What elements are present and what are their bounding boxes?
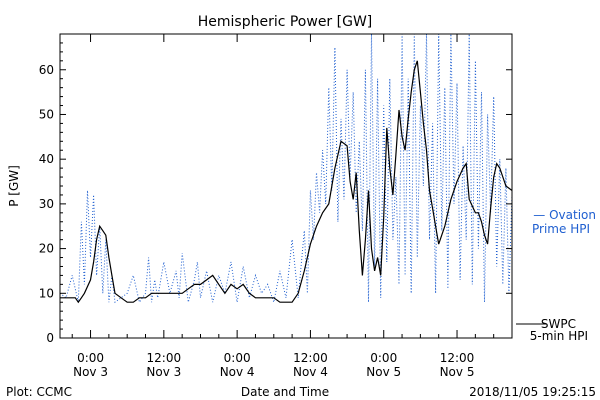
x-tick-date-label: Nov 4 xyxy=(293,365,328,379)
x-tick-time-label: 0:00 xyxy=(370,351,397,365)
x-tick-date-label: Nov 4 xyxy=(220,365,255,379)
x-tick-time-label: 12:00 xyxy=(147,351,182,365)
x-tick-time-label: 12:00 xyxy=(440,351,475,365)
y-axis: 0 10 20 30 40 50 60 xyxy=(39,42,512,345)
x-tick-date-label: Nov 5 xyxy=(366,365,401,379)
x-axis-label: Date and Time xyxy=(241,385,329,399)
footer-credit: Plot: CCMC xyxy=(6,385,72,399)
x-tick-time-label: 0:00 xyxy=(224,351,251,365)
plot-frame xyxy=(59,33,513,339)
legend-ovation-line2: Prime HPI xyxy=(532,222,590,236)
legend-ovation-line1: — Ovation xyxy=(533,208,596,222)
y-tick-label: 20 xyxy=(39,242,54,256)
y-tick-label: 0 xyxy=(46,331,54,345)
y-tick-label: 10 xyxy=(39,286,54,300)
footer-timestamp: 2018/11/05 19:25:15 xyxy=(469,385,596,399)
x-tick-date-label: Nov 3 xyxy=(146,365,181,379)
y-tick-label: 30 xyxy=(39,197,54,211)
y-tick-label: 50 xyxy=(39,107,54,121)
chart-title: Hemispheric Power [GW] xyxy=(198,14,373,30)
series-ovation-prime-hpi xyxy=(59,33,513,305)
x-tick-date-label: Nov 5 xyxy=(440,365,475,379)
y-tick-label: 60 xyxy=(39,63,54,77)
legend-swpc-line2: 5-min HPI xyxy=(530,329,588,343)
x-tick-time-label: 12:00 xyxy=(293,351,328,365)
x-tick-date-label: Nov 3 xyxy=(73,365,108,379)
y-axis-label: P [GW] xyxy=(7,165,21,207)
plot-layer xyxy=(59,33,513,305)
legend-swpc-line1: SWPC xyxy=(541,317,576,331)
series-swpc-5min-hpi xyxy=(60,60,513,304)
y-tick-label: 40 xyxy=(39,152,54,166)
x-tick-time-label: 0:00 xyxy=(77,351,104,365)
